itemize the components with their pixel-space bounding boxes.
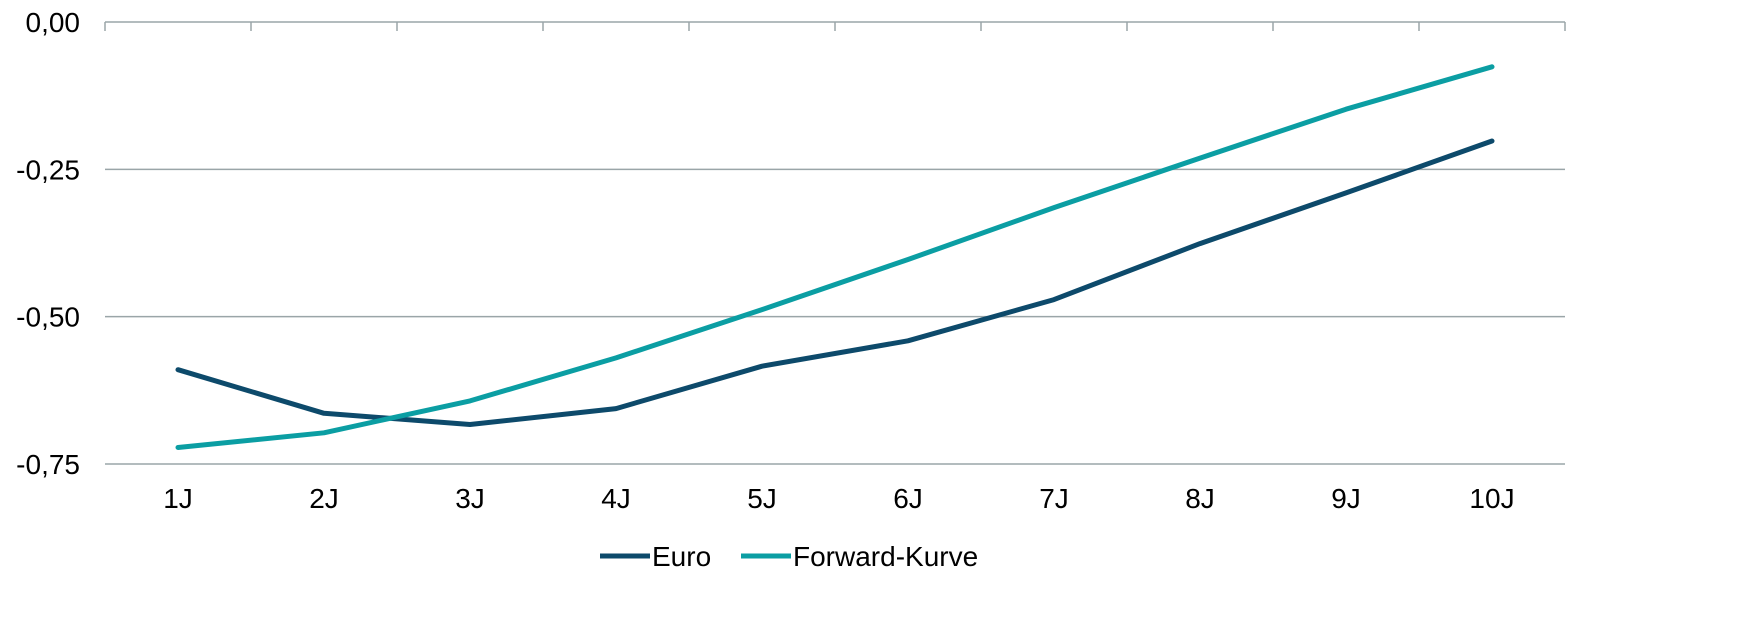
y-tick-label: -0,50 [16,302,80,333]
x-tick-label: 8J [1185,483,1215,514]
series-line-forward-kurve [175,64,1495,450]
y-tick-label: -0,25 [16,154,80,185]
x-tick-label: 7J [1039,483,1069,514]
x-axis-ticks [104,22,1566,31]
x-tick-label: 5J [747,483,777,514]
y-tick-label: 0,00 [26,7,81,38]
x-tick-label: 10J [1469,483,1514,514]
x-tick-label: 1J [163,483,193,514]
legend: Euro Forward-Kurve [600,541,978,572]
x-tick-label: 3J [455,483,485,514]
y-axis-tick-labels: 0,00 -0,25 -0,50 -0,75 [16,7,80,480]
x-tick-label: 4J [601,483,631,514]
x-tick-label: 6J [893,483,923,514]
legend-label: Forward-Kurve [793,541,978,572]
axes [105,21,1565,465]
x-axis-tick-labels: 1J 2J 3J 4J 5J 6J 7J 8J 9J 10J [163,483,1514,514]
x-tick-label: 9J [1331,483,1361,514]
gridlines [105,168,1565,318]
legend-label: Euro [652,541,711,572]
series-lines [175,64,1495,450]
x-tick-label: 2J [309,483,339,514]
y-tick-label: -0,75 [16,449,80,480]
